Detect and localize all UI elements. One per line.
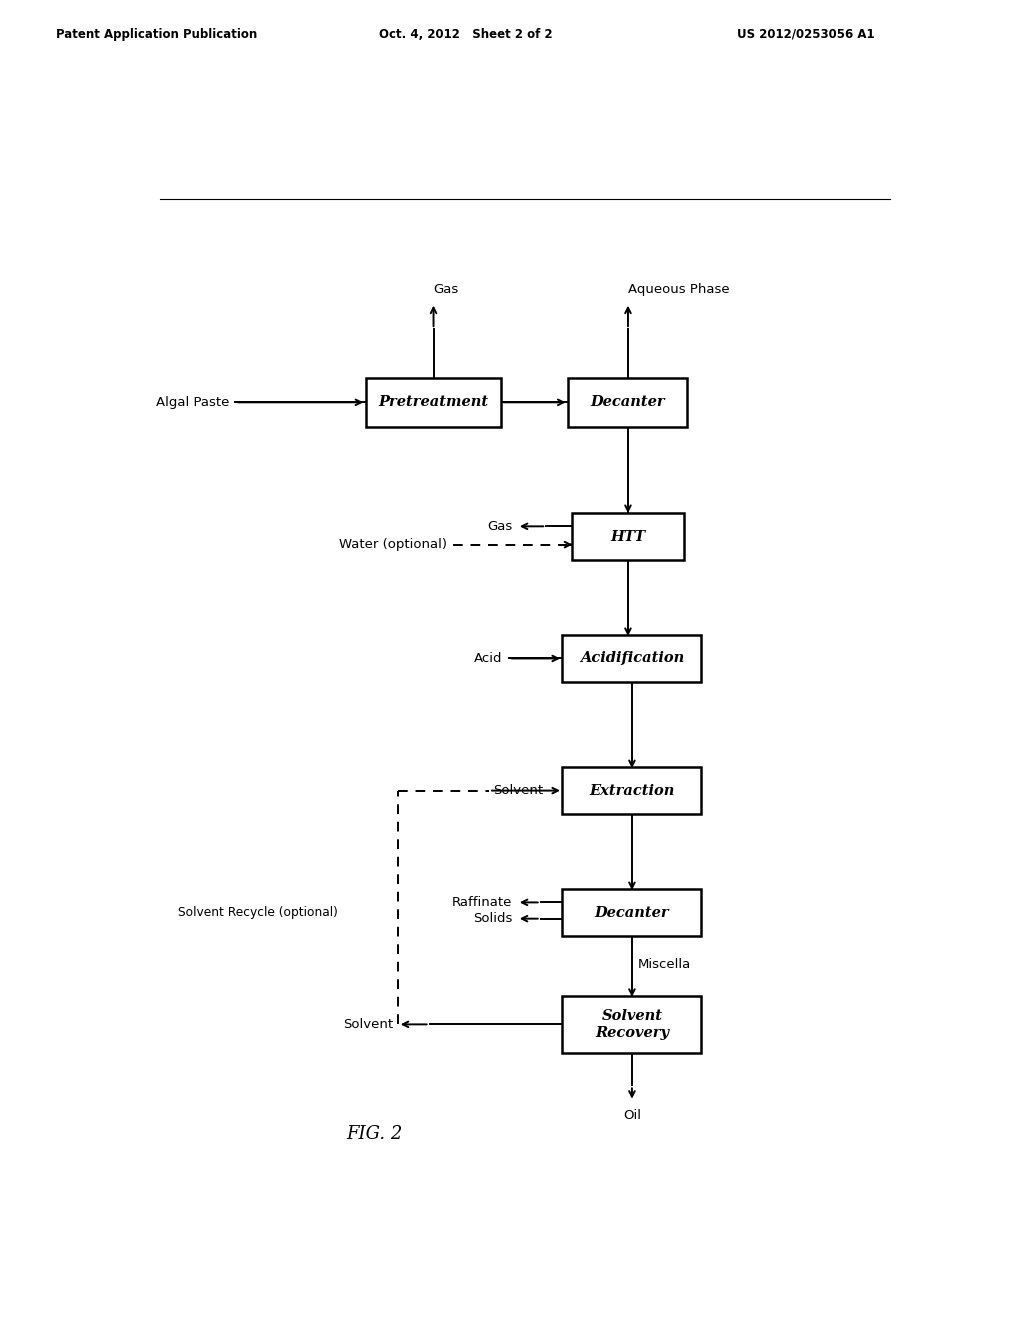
Text: Gas: Gas bbox=[486, 520, 512, 533]
FancyBboxPatch shape bbox=[367, 378, 501, 426]
Text: Patent Application Publication: Patent Application Publication bbox=[56, 28, 258, 41]
Text: Solvent Recycle (optional): Solvent Recycle (optional) bbox=[178, 906, 338, 919]
Text: Extraction: Extraction bbox=[589, 784, 675, 797]
Text: Pretreatment: Pretreatment bbox=[379, 395, 488, 409]
Text: Aqueous Phase: Aqueous Phase bbox=[628, 282, 729, 296]
FancyBboxPatch shape bbox=[562, 890, 701, 936]
Text: Oct. 4, 2012   Sheet 2 of 2: Oct. 4, 2012 Sheet 2 of 2 bbox=[379, 28, 553, 41]
Text: Algal Paste: Algal Paste bbox=[157, 396, 229, 409]
Text: Decanter: Decanter bbox=[595, 906, 670, 920]
Text: Miscella: Miscella bbox=[638, 958, 691, 972]
Text: Solids: Solids bbox=[473, 912, 512, 925]
Text: US 2012/0253056 A1: US 2012/0253056 A1 bbox=[737, 28, 874, 41]
Text: Decanter: Decanter bbox=[591, 395, 666, 409]
Text: Gas: Gas bbox=[433, 282, 459, 296]
Text: Water (optional): Water (optional) bbox=[339, 539, 447, 552]
FancyBboxPatch shape bbox=[572, 513, 684, 560]
FancyBboxPatch shape bbox=[568, 378, 687, 426]
FancyBboxPatch shape bbox=[562, 635, 701, 682]
Text: Oil: Oil bbox=[623, 1109, 641, 1122]
Text: HTT: HTT bbox=[610, 529, 645, 544]
Text: Acid: Acid bbox=[474, 652, 503, 665]
Text: Solvent: Solvent bbox=[343, 1018, 393, 1031]
Text: Raffinate: Raffinate bbox=[452, 896, 512, 909]
Text: FIG. 2: FIG. 2 bbox=[346, 1125, 402, 1143]
Text: Acidification: Acidification bbox=[580, 652, 684, 665]
Text: Solvent
Recovery: Solvent Recovery bbox=[595, 1008, 669, 1040]
FancyBboxPatch shape bbox=[562, 767, 701, 814]
Text: Solvent: Solvent bbox=[494, 784, 543, 797]
FancyBboxPatch shape bbox=[562, 995, 701, 1053]
